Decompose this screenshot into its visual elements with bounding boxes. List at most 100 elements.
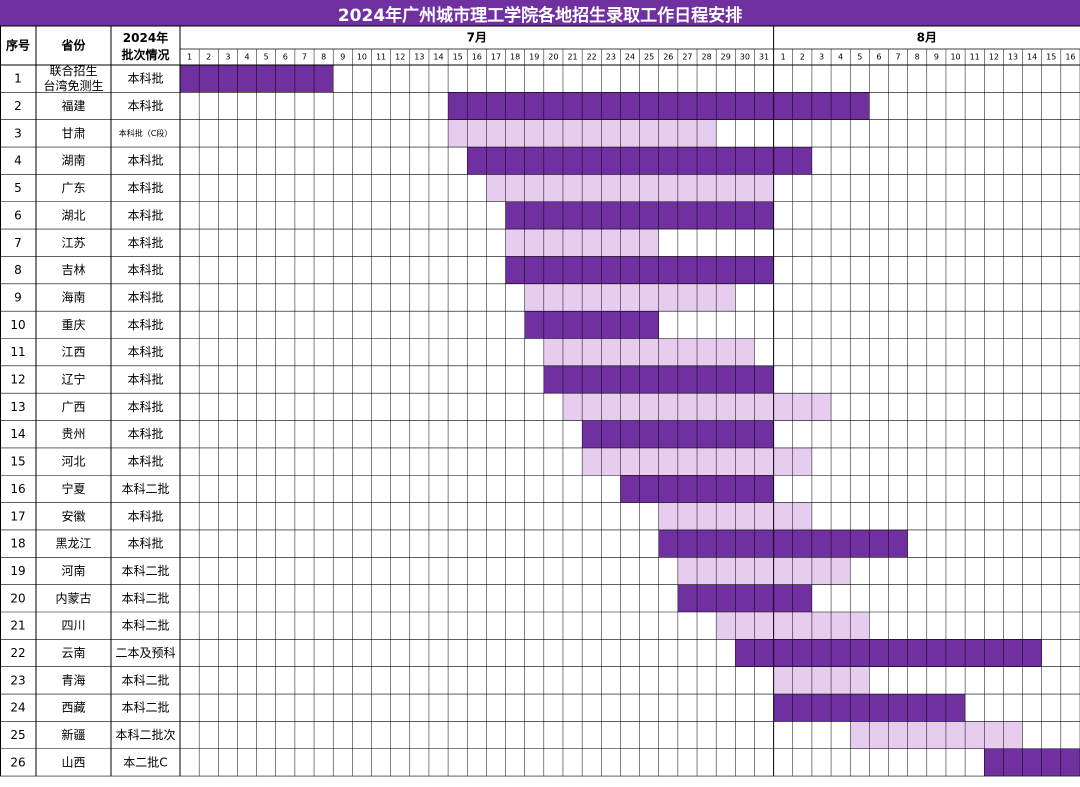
day-tick-label: 26 (663, 53, 673, 62)
schedule-bar (850, 721, 1023, 749)
row-batch: 本科二批 (121, 481, 169, 496)
row-province: 内蒙古 (55, 590, 91, 605)
day-tick-label: 1 (187, 53, 192, 62)
row-batch: 本科二批次 (115, 727, 175, 742)
day-tick-label: 13 (414, 53, 424, 62)
header-batch-line1: 2024年 (123, 30, 168, 45)
row-number: 25 (10, 728, 25, 742)
day-tick-label: 13 (1008, 53, 1018, 62)
day-tick-label: 1 (781, 53, 786, 62)
day-tick-label: 14 (433, 53, 443, 62)
row-number: 6 (14, 208, 22, 222)
schedule-bar (658, 529, 908, 558)
row-batch: 本科批（C段） (119, 128, 173, 138)
schedule-bar (524, 283, 736, 312)
day-tick-label: 4 (244, 53, 249, 62)
day-tick-label: 29 (721, 53, 731, 62)
row-batch: 本科批 (127, 180, 163, 195)
row-number: 21 (10, 619, 25, 633)
day-tick-label: 9 (340, 53, 345, 62)
row-province: 海南 (61, 289, 85, 304)
row-number: 14 (10, 427, 25, 441)
day-tick-label: 2 (206, 53, 211, 62)
row-number: 13 (10, 400, 25, 414)
day-tick-label: 15 (1046, 53, 1056, 62)
day-tick-label: 30 (740, 53, 750, 62)
row-province: 联合招生 (49, 63, 97, 78)
day-tick-label: 8 (321, 53, 326, 62)
row-number: 23 (10, 673, 25, 687)
row-batch: 本科批 (127, 536, 163, 551)
row-number: 2 (14, 99, 22, 113)
row-province: 西藏 (61, 701, 85, 715)
row-batch: 本科批 (127, 399, 163, 414)
row-batch: 本科批 (127, 98, 163, 113)
header-no: 序号 (6, 38, 30, 53)
day-tick-label: 16 (1065, 53, 1075, 62)
day-tick-label: 28 (702, 53, 712, 62)
row-province: 河南 (61, 563, 85, 578)
day-tick-label: 11 (376, 53, 386, 62)
day-tick-label: 8 (915, 53, 920, 62)
row-province: 湖北 (61, 207, 85, 222)
row-number: 9 (14, 290, 22, 304)
day-tick-label: 24 (625, 53, 635, 62)
month-label: 7月 (467, 31, 487, 45)
row-batch: 本科二批 (121, 590, 169, 605)
row-batch: 本科二批 (121, 700, 169, 715)
schedule-bar (773, 666, 870, 695)
day-tick-label: 14 (1027, 53, 1037, 62)
row-number: 10 (10, 318, 25, 332)
row-number: 26 (10, 755, 25, 769)
day-tick-label: 6 (876, 53, 881, 62)
row-number: 11 (10, 345, 25, 359)
header-province: 省份 (60, 38, 86, 53)
row-number: 20 (10, 591, 25, 605)
row-number: 16 (10, 482, 25, 496)
schedule-bar (677, 584, 812, 612)
day-tick-label: 27 (682, 53, 692, 62)
row-province: 甘肃 (61, 126, 85, 140)
day-tick-label: 6 (283, 53, 288, 62)
schedule-bar (486, 174, 774, 202)
day-tick-label: 20 (548, 53, 558, 62)
row-number: 8 (14, 263, 22, 277)
row-batch: 本科二批 (121, 563, 169, 578)
day-tick-label: 4 (838, 53, 843, 62)
title-bar (0, 0, 1080, 26)
row-province: 安徽 (61, 508, 85, 523)
row-batch: 本科批 (127, 289, 163, 304)
day-tick-label: 11 (970, 53, 980, 62)
day-tick-label: 5 (857, 53, 862, 62)
day-tick-label: 3 (225, 53, 230, 62)
day-tick-label: 17 (491, 53, 501, 62)
row-batch: 本科批 (127, 71, 163, 86)
schedule-bar (524, 311, 659, 339)
day-tick-label: 12 (989, 53, 999, 62)
row-batch: 本科二批 (121, 672, 169, 687)
day-tick-label: 31 (759, 53, 769, 62)
month-label: 8月 (917, 31, 937, 45)
day-tick-label: 2 (800, 53, 805, 62)
row-batch: 本科批 (127, 344, 163, 359)
row-province: 云南 (61, 645, 85, 660)
row-batch: 本科批 (127, 153, 163, 168)
day-tick-label: 22 (587, 53, 597, 62)
row-number: 17 (10, 509, 25, 523)
day-tick-label: 15 (453, 53, 463, 62)
row-number: 5 (14, 181, 22, 195)
day-tick-label: 23 (606, 53, 616, 62)
page-title: 2024年广州城市理工学院各地招生录取工作日程安排 (337, 5, 743, 26)
day-tick-label: 12 (395, 53, 405, 62)
day-tick-label: 10 (357, 53, 367, 62)
row-province: 福建 (61, 98, 85, 113)
row-province: 河北 (61, 455, 85, 469)
row-batch: 本二批C (123, 754, 167, 769)
row-batch: 本科批 (127, 508, 163, 523)
day-tick-label: 10 (950, 53, 960, 62)
row-number: 3 (14, 126, 22, 140)
row-number: 22 (10, 646, 25, 660)
row-batch: 本科批 (127, 426, 163, 441)
day-tick-label: 9 (934, 53, 939, 62)
